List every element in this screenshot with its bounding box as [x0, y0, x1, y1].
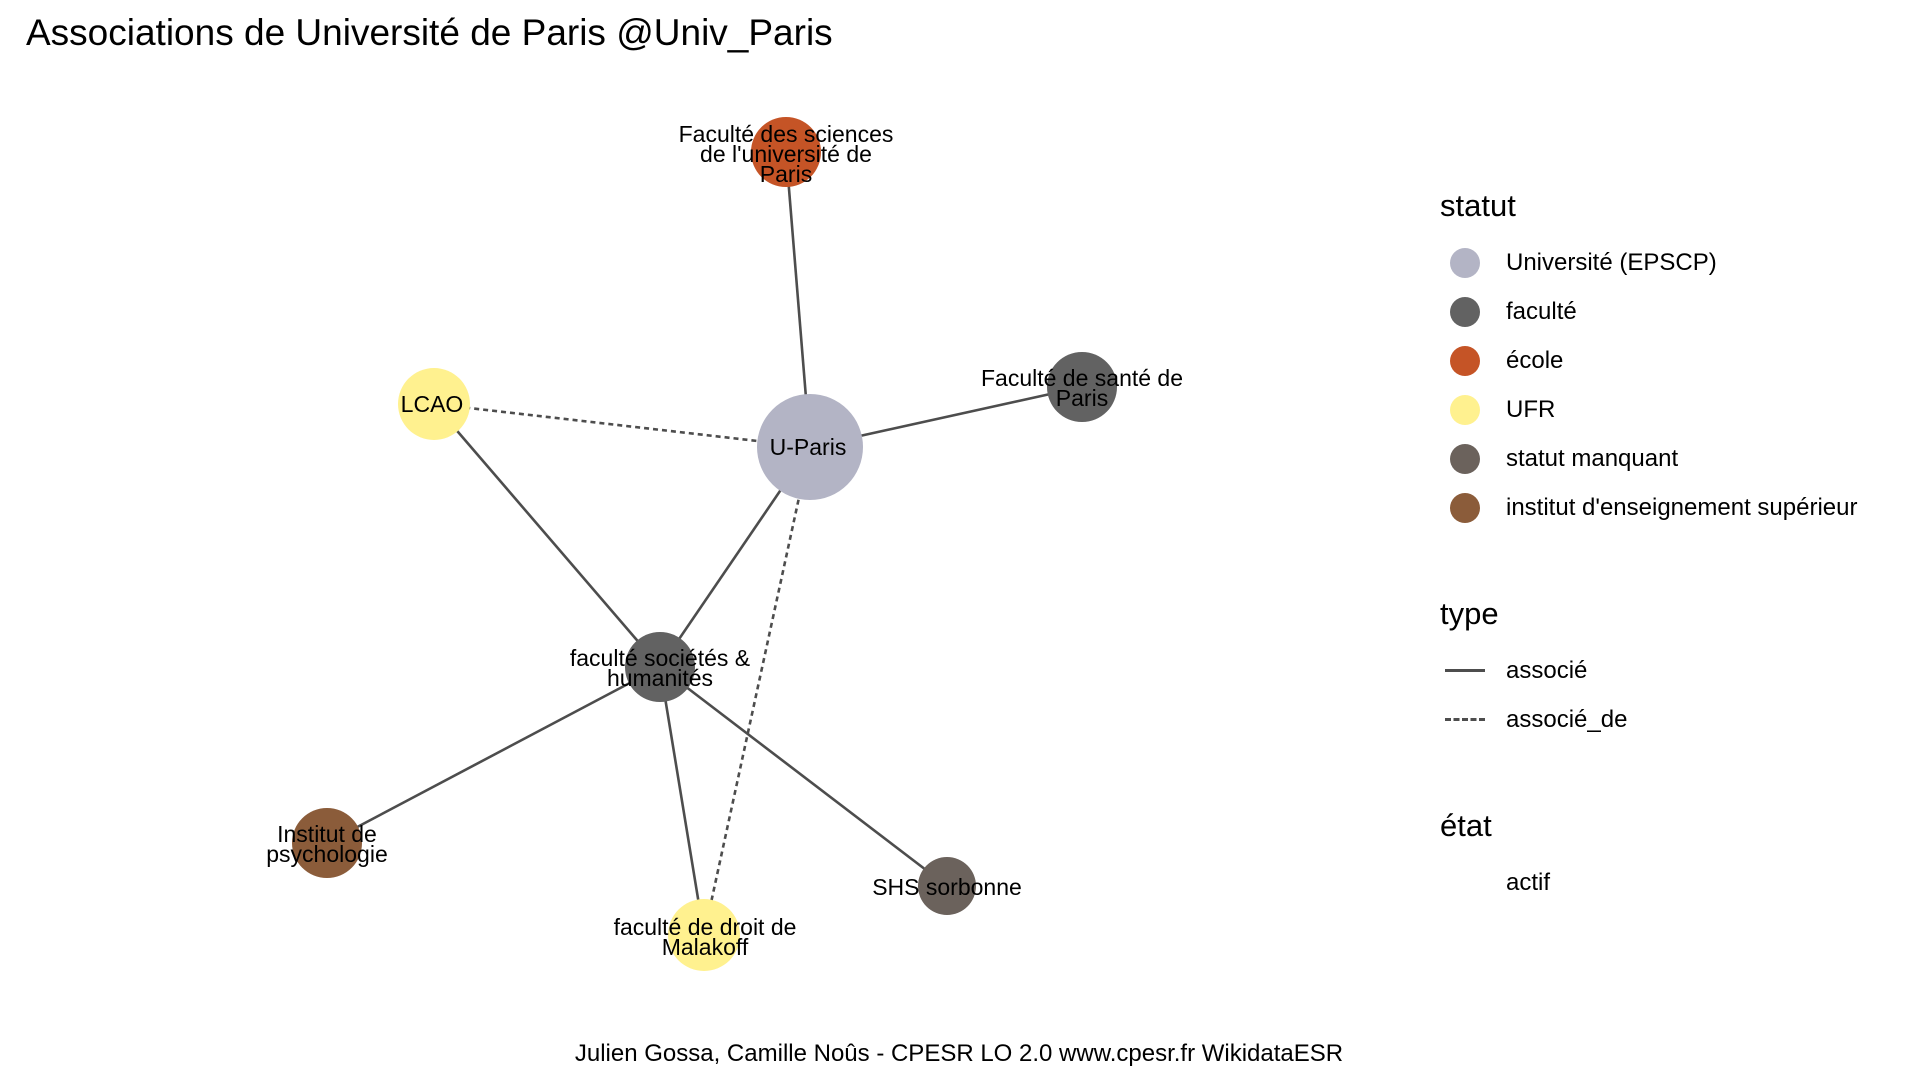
legend-statut-item-universite: Université (EPSCP)	[1440, 238, 1857, 287]
legend-etat-item-actif: actif	[1440, 858, 1550, 907]
legend-type-title: type	[1440, 596, 1499, 631]
node-droit	[668, 899, 740, 971]
legend-swatch-universite	[1450, 247, 1480, 278]
legend-line-associe_de	[1445, 718, 1485, 721]
node-uparis	[757, 394, 863, 500]
caption: Julien Gossa, Camille Noûs - CPESR LO 2.…	[574, 1040, 1344, 1067]
legend-label-faculte: faculté	[1506, 297, 1577, 325]
legend-label-universite: Université (EPSCP)	[1506, 248, 1717, 276]
legend-statut: statut Université (EPSCP) faculté école UFR…	[1440, 188, 1857, 532]
legend-statut-item-institut: institut d'enseignement supérieur	[1440, 483, 1857, 532]
edge-societes-shs	[659, 665, 948, 888]
legend-swatch-manquant	[1450, 443, 1480, 474]
edge-lcao-societes	[433, 403, 661, 668]
node-label-uparis: U-Paris	[770, 434, 847, 460]
legend-statut-item-ufr: UFR	[1440, 385, 1857, 434]
legend-statut-item-manquant: statut manquant	[1440, 434, 1857, 483]
node-label-shs: SHS sorbonne	[872, 874, 1022, 900]
node-sante	[1047, 352, 1117, 422]
chart-title: Associations de Université de Paris @Uni…	[26, 12, 833, 53]
labels-layer: U-Paris Faculté des sciences de l'universi…	[266, 121, 1183, 960]
node-societes	[625, 632, 695, 702]
legend-swatch-institut	[1450, 492, 1480, 523]
node-psycho	[292, 808, 362, 878]
legend-label-ufr: UFR	[1506, 395, 1556, 423]
node-label-sante: Faculté de santé de Paris	[981, 365, 1183, 411]
legend-statut-item-ecole: école	[1440, 336, 1857, 385]
node-label-societes: faculté sociétés & humanités	[570, 645, 750, 691]
legend-statut-title: statut	[1440, 188, 1516, 223]
node-label-sciences: Faculté des sciences de l'université de Pa…	[679, 121, 894, 187]
legend-label-institut: institut d'enseignement supérieur	[1506, 493, 1858, 521]
nodes-layer	[292, 117, 1117, 971]
legend-type-item-associe: associé	[1440, 646, 1627, 695]
node-lcao	[398, 368, 470, 440]
edge-societes-psycho	[326, 665, 661, 845]
node-shs	[918, 857, 976, 915]
edges-layer	[326, 151, 1083, 936]
legend-label-actif: actif	[1506, 868, 1551, 896]
node-label-lcao: LCAO	[401, 391, 464, 417]
edge-uparis-lcao	[433, 402, 811, 449]
node-label-psycho: Institut de psychologie	[266, 821, 387, 867]
legend-swatch-faculte	[1450, 296, 1480, 327]
legend-type: type associé associé_de	[1440, 596, 1627, 744]
legend-swatch-ufr	[1450, 394, 1480, 425]
legend-etat: état actif	[1440, 808, 1550, 907]
node-sciences	[751, 117, 821, 187]
legend-label-ecole: école	[1506, 346, 1564, 374]
legend-statut-item-faculte: faculté	[1440, 287, 1857, 336]
node-label-droit: faculté de droit de Malakoff	[614, 914, 797, 960]
legend-etat-title: état	[1440, 808, 1492, 843]
legend-label-associe: associé	[1506, 656, 1588, 684]
legend-line-associe	[1445, 669, 1485, 672]
edge-uparis-droit	[702, 446, 812, 936]
edge-societes-droit	[658, 666, 706, 936]
legend-label-associe_de: associé_de	[1506, 705, 1628, 733]
legend-label-manquant: statut manquant	[1506, 444, 1679, 472]
legend-type-item-associe_de: associé_de	[1440, 695, 1627, 744]
legend-swatch-ecole	[1450, 345, 1480, 376]
